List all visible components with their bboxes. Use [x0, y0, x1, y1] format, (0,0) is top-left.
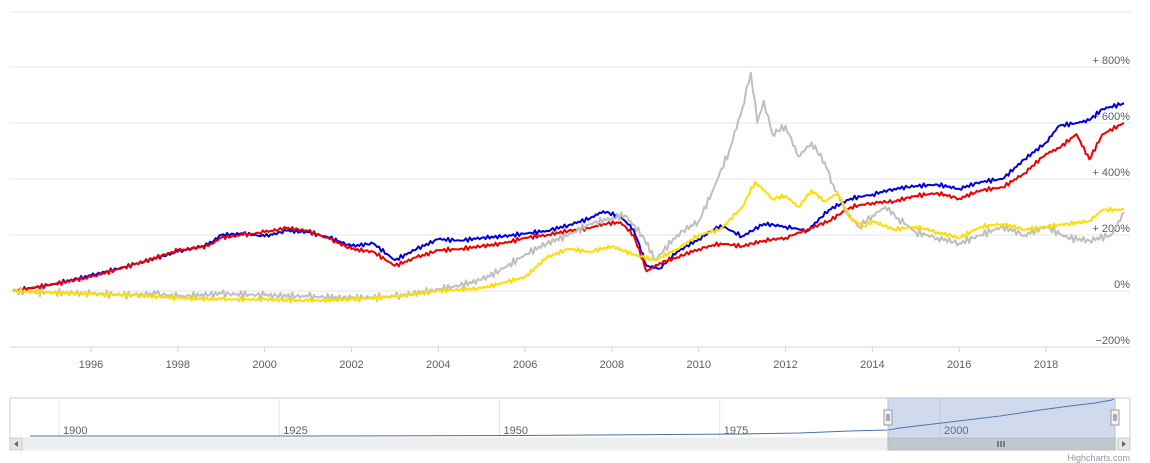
x-tick-label: 2014 — [860, 359, 884, 371]
y-tick-label: + 200% — [1092, 223, 1130, 235]
navigator-tick-label: 1975 — [724, 425, 748, 437]
x-tick-label: 2004 — [426, 359, 450, 371]
series-line-4[interactable] — [12, 180, 1125, 304]
navigator-selected-range[interactable] — [887, 397, 1116, 439]
navigator-tick-label: 1950 — [504, 425, 528, 437]
x-tick-label: 2010 — [686, 359, 710, 371]
series-line-3[interactable] — [12, 71, 1125, 303]
x-axis: 1996 1998 2000 2002 2004 2006 2008 2010 2012 2014… — [79, 347, 1058, 371]
series-line-2[interactable] — [12, 122, 1125, 293]
y-tick-label: + 400% — [1092, 167, 1130, 179]
navigator-left-handle[interactable] — [883, 409, 893, 426]
scrollbar-left-arrow-icon — [14, 441, 18, 447]
series-lines — [12, 71, 1125, 304]
x-tick-label: 2008 — [600, 359, 624, 371]
x-tick-label: 2000 — [252, 359, 276, 371]
navigator-right-handle[interactable] — [1110, 409, 1120, 426]
navigator-series — [30, 397, 1116, 437]
y-axis: −200% 0% + 200% + 400% + 600% + 800% — [1092, 55, 1130, 347]
x-tick-label: 1998 — [166, 359, 190, 371]
y-tick-label: −200% — [1095, 335, 1130, 347]
y-tick-label: 0% — [1114, 279, 1130, 291]
credits-link[interactable]: Highcharts.com — [1067, 453, 1130, 463]
y-tick-label: + 600% — [1092, 111, 1130, 123]
x-tick-label: 2016 — [947, 359, 971, 371]
y-tick-label: + 800% — [1092, 55, 1130, 67]
grid-lines — [10, 11, 1130, 348]
series-line-1[interactable] — [12, 102, 1125, 293]
x-tick-label: 2018 — [1034, 359, 1058, 371]
navigator-background — [9, 397, 1131, 439]
navigator-tick-label: 1925 — [283, 425, 307, 437]
navigator-axis: 1900 1925 1950 1975 2000 — [58, 398, 968, 438]
x-tick-label: 2006 — [513, 359, 537, 371]
navigator[interactable]: 1900 1925 1950 1975 2000 — [9, 397, 1131, 439]
x-tick-label: 2012 — [773, 359, 797, 371]
scrollbar[interactable] — [9, 437, 1131, 451]
x-tick-label: 2002 — [339, 359, 363, 371]
x-tick-label: 1996 — [79, 359, 103, 371]
navigator-tick-label: 1900 — [63, 425, 87, 437]
scrollbar-right-arrow-icon — [1122, 441, 1126, 447]
navigator-tick-label: 2000 — [944, 425, 968, 437]
